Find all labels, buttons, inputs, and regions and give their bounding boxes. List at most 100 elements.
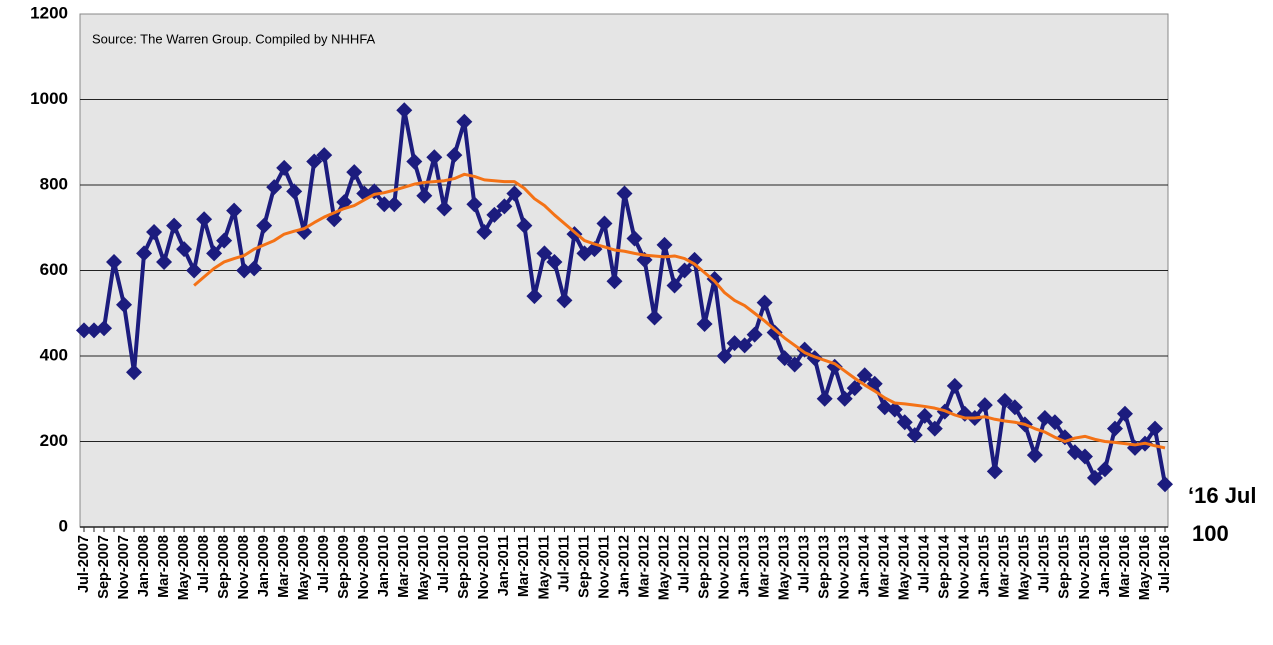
marker [116, 296, 133, 313]
x-tick-label: Sep-2015 [1057, 535, 1073, 599]
x-tick-label: Nov-2015 [1077, 535, 1093, 599]
x-tick-label: May-2008 [176, 535, 192, 600]
marker [656, 236, 673, 253]
marker [146, 224, 163, 241]
x-tick-label: Jul-2014 [917, 535, 933, 593]
marker [446, 147, 463, 164]
marker [756, 294, 773, 311]
marker [1157, 476, 1173, 493]
x-tick-label: Jan-2012 [616, 535, 632, 597]
marker [856, 367, 873, 384]
x-tick-label: Jul-2016 [1157, 535, 1173, 593]
marker [196, 211, 213, 228]
x-tick-label: Sep-2014 [937, 535, 953, 599]
x-tick-label: May-2012 [656, 535, 672, 600]
x-tick-label: Sep-2012 [696, 535, 712, 599]
marker [376, 196, 393, 213]
marker [316, 147, 333, 164]
marker [396, 102, 413, 119]
x-tick-label: Nov-2010 [476, 535, 492, 599]
x-tick-label: Mar-2013 [756, 535, 772, 598]
marker [266, 179, 283, 196]
x-tick-label: Jan-2013 [736, 535, 752, 597]
x-tick-label: Mar-2008 [156, 535, 172, 598]
marker [486, 206, 503, 223]
x-tick-label: May-2016 [1137, 535, 1153, 600]
x-tick-label: Jul-2010 [436, 535, 452, 593]
marker [206, 245, 223, 262]
x-tick-label: Jul-2011 [556, 535, 572, 592]
x-tick-label: Nov-2009 [356, 535, 372, 599]
x-tick-label: Jul-2009 [316, 535, 332, 593]
marker [666, 277, 683, 294]
marker [896, 414, 913, 431]
marker [256, 217, 273, 234]
y-tick-label: 400 [40, 345, 68, 364]
marker [786, 356, 803, 373]
marker [176, 241, 193, 258]
marker [946, 377, 963, 394]
x-tick-label: Jul-2008 [196, 535, 212, 593]
marker [926, 420, 943, 437]
x-tick-label: Nov-2011 [596, 535, 612, 599]
marker [696, 315, 713, 332]
marker [1046, 414, 1063, 431]
y-tick-label: 1200 [30, 3, 68, 22]
x-tick-label: Nov-2012 [716, 535, 732, 599]
x-tick-label: Jan-2016 [1097, 535, 1113, 597]
x-tick-label: Jan-2010 [376, 535, 392, 597]
y-tick-label: 1000 [30, 89, 68, 108]
marker [126, 364, 143, 381]
marker [166, 217, 183, 234]
marker [466, 196, 483, 213]
marker [556, 292, 573, 309]
x-tick-label: Jan-2014 [857, 535, 873, 597]
x-tick-label: Sep-2008 [216, 535, 232, 599]
marker [1116, 405, 1133, 422]
marker [986, 463, 1003, 480]
marker [706, 271, 723, 288]
marker [286, 183, 303, 200]
marker [386, 196, 403, 213]
marker [596, 215, 613, 232]
x-tick-label: Mar-2011 [516, 535, 532, 597]
marker [216, 232, 233, 249]
y-tick-label: 800 [40, 174, 68, 193]
marker [906, 427, 923, 444]
marker [836, 390, 853, 407]
x-tick-label: Nov-2014 [957, 535, 973, 599]
marker [776, 350, 793, 367]
x-tick-label: Mar-2016 [1117, 535, 1133, 598]
x-tick-label: Jan-2009 [256, 535, 272, 597]
marker [676, 262, 693, 279]
marker [346, 164, 363, 181]
marker [996, 392, 1013, 409]
x-tick-label: Mar-2012 [636, 535, 652, 598]
marker [276, 159, 293, 176]
annotation: 100 [1192, 521, 1229, 546]
x-tick-label: May-2010 [416, 535, 432, 600]
marker [626, 230, 643, 247]
marker [1106, 420, 1123, 437]
x-tick-label: Nov-2008 [236, 535, 252, 599]
x-tick-label: Mar-2014 [877, 535, 893, 598]
marker [1026, 447, 1043, 464]
marker [846, 380, 863, 397]
marker [186, 262, 203, 279]
x-tick-label: May-2009 [296, 535, 312, 600]
y-tick-label: 200 [40, 431, 68, 450]
marker [436, 200, 453, 217]
annotation: ‘16 Jul [1188, 483, 1256, 508]
x-tick-label: Jan-2015 [977, 535, 993, 597]
y-tick-label: 600 [40, 260, 68, 279]
marker [546, 253, 563, 270]
x-tick-label: Sep-2013 [817, 535, 833, 599]
marker [306, 153, 323, 170]
x-tick-label: May-2013 [776, 535, 792, 600]
marker [686, 251, 703, 268]
marker [1096, 461, 1113, 478]
x-tick-label: Nov-2013 [837, 535, 853, 599]
marker [516, 217, 533, 234]
marker [426, 149, 443, 166]
